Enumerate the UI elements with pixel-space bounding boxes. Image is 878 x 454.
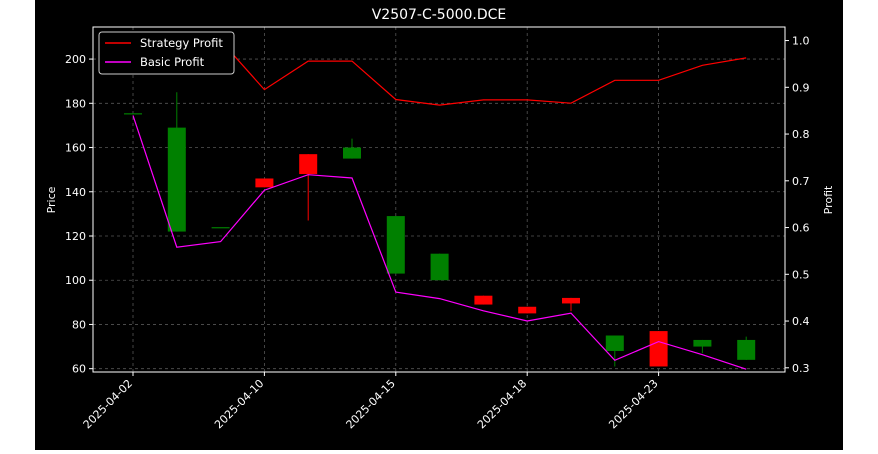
- y-right-tick-label-6: 0.9: [792, 81, 810, 94]
- y-right-tick-label-7: 1.0: [792, 35, 810, 48]
- chart-title: V2507-C-5000.DCE: [372, 7, 507, 23]
- candle-13: [693, 339, 712, 354]
- y-left-tick-label-7: 200: [65, 53, 86, 66]
- candle-body-9: [518, 306, 537, 314]
- candle-body-4: [299, 154, 318, 175]
- candle-7: [430, 253, 449, 281]
- candle-14: [737, 336, 756, 360]
- candle-0: [124, 113, 142, 115]
- candle-body-6: [386, 216, 405, 274]
- legend-label-strategy: Strategy Profit: [140, 36, 223, 50]
- candle-10: [562, 297, 580, 312]
- basic-profit-line: [132, 115, 747, 370]
- candle-body-12: [649, 331, 668, 367]
- candle-8: [474, 295, 493, 305]
- candle-body-14: [737, 339, 756, 360]
- strategy-profit-line: [133, 39, 747, 106]
- candle-layer: [124, 92, 756, 367]
- candle-2: [211, 227, 230, 229]
- y-left-tick-label-5: 160: [65, 142, 86, 155]
- line-layer: [132, 39, 747, 370]
- candle-body-5: [343, 147, 361, 159]
- candle-3: [255, 178, 274, 188]
- y-right-tick-label-0: 0.3: [792, 362, 810, 375]
- legend: Strategy Profit Basic Profit: [98, 31, 235, 75]
- candle-6: [386, 216, 405, 274]
- legend-label-basic: Basic Profit: [140, 55, 205, 69]
- candle-12: [649, 331, 668, 367]
- y-left-tick-label-2: 100: [65, 274, 86, 287]
- legend-box: [98, 31, 235, 75]
- candle-body-13: [693, 339, 712, 347]
- y-right-tick-label-3: 0.6: [792, 222, 810, 235]
- candle-body-3: [255, 178, 274, 188]
- candle-11: [605, 335, 624, 367]
- candle-body-0: [124, 113, 142, 115]
- candle-body-1: [167, 127, 186, 232]
- y-right-tick-label-4: 0.7: [792, 175, 810, 188]
- plot-frame: [92, 26, 786, 373]
- candle-5: [343, 138, 361, 159]
- candle-body-7: [430, 253, 449, 281]
- candle-body-8: [474, 295, 493, 305]
- y-axis-right-label: Profit: [822, 185, 835, 214]
- y-left-tick-label-6: 180: [65, 97, 86, 110]
- candle-body-10: [562, 297, 580, 304]
- candle-body-11: [605, 335, 624, 351]
- grid-layer: [93, 27, 785, 372]
- y-axis-left-label: Price: [45, 186, 58, 213]
- y-left-tick-label-0: 60: [72, 363, 86, 376]
- candle-1: [167, 92, 186, 232]
- candle-9: [518, 306, 537, 314]
- candle-body-2: [211, 227, 230, 229]
- y-left-tick-label-3: 120: [65, 230, 86, 243]
- y-right-tick-label-5: 0.8: [792, 128, 810, 141]
- candle-4: [299, 154, 318, 221]
- y-left-tick-label-1: 80: [72, 318, 86, 331]
- y-right-tick-label-1: 0.4: [792, 315, 810, 328]
- y-left-tick-label-4: 140: [65, 186, 86, 199]
- y-right-tick-label-2: 0.5: [792, 268, 810, 281]
